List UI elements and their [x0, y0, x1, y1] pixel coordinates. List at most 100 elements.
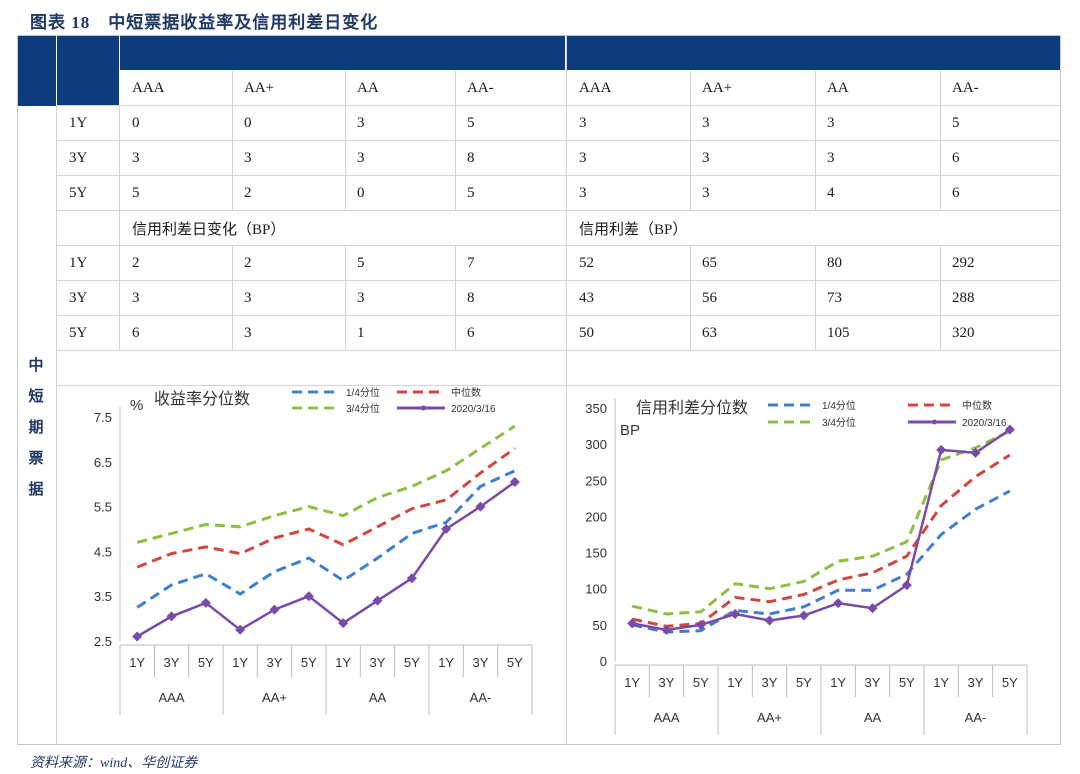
y-tick-label: 50 [593, 618, 607, 633]
legend-label: 2020/3/16 [451, 404, 496, 415]
series-line [136, 447, 516, 569]
table-cell: 3 [244, 325, 252, 341]
tenor-label: 3Y [69, 290, 88, 306]
y-tick-label: 150 [585, 546, 607, 561]
x-tick-label: 1Y [727, 675, 743, 690]
y-tick-label: 7.5 [94, 410, 112, 425]
table-cell: 5 [952, 115, 960, 131]
y-tick-label: 250 [585, 473, 607, 488]
x-group-label: AA- [965, 710, 987, 725]
x-tick-label: 1Y [624, 675, 640, 690]
tenor-label: 1Y [69, 255, 88, 271]
x-tick-label: 1Y [830, 675, 846, 690]
x-tick-label: 5Y [693, 675, 709, 690]
grade-header: AA+ [702, 80, 733, 96]
table-gridline [455, 106, 456, 211]
x-tick-label: 1Y [232, 655, 248, 670]
table-cell: 3 [132, 150, 140, 166]
table-cell: 56 [702, 290, 717, 306]
y-tick-label: 6.5 [94, 455, 112, 470]
table-cell: 3 [702, 150, 710, 166]
legend-label: 2020/3/16 [962, 418, 1007, 429]
table-gridline [232, 246, 233, 351]
x-tick-label: 3Y [267, 655, 283, 670]
table-gridline [57, 350, 1060, 351]
table-cell: 105 [827, 325, 850, 341]
header-blue-right-group [567, 36, 1060, 70]
table-gridline [232, 106, 233, 211]
table-cell: 3 [579, 150, 587, 166]
x-tick-label: 5Y [507, 655, 523, 670]
table-cell: 288 [952, 290, 975, 306]
table-cell: 3 [827, 115, 835, 131]
table-gridline [57, 105, 1060, 106]
x-tick-label: 1Y [438, 655, 454, 670]
table-cell: 3 [132, 290, 140, 306]
table-cell: 3 [244, 290, 252, 306]
series-line [631, 428, 1011, 632]
data-point-marker [338, 618, 349, 629]
table-gridline [690, 246, 691, 351]
data-point-marker [627, 618, 638, 629]
data-point-marker [661, 624, 672, 635]
table-gridline [815, 246, 816, 351]
table-cell: 5 [467, 115, 475, 131]
y-tick-label: 200 [585, 509, 607, 524]
data-point-marker [132, 631, 143, 642]
data-point-marker [269, 604, 280, 615]
grade-header: AA- [952, 80, 979, 96]
x-tick-label: 3Y [659, 675, 675, 690]
x-tick-label: 3Y [968, 675, 984, 690]
data-point-marker [901, 580, 912, 591]
table-gridline [690, 106, 691, 211]
table-gridline [940, 71, 941, 106]
y-tick-label: 350 [585, 401, 607, 416]
section-title-spread-change: 信用利差日变化（BP） [132, 222, 286, 238]
table-cell: 5 [357, 255, 365, 271]
x-tick-label: 5Y [404, 655, 420, 670]
y-tick-label: 3.5 [94, 589, 112, 604]
y-tick-label: 100 [585, 582, 607, 597]
x-tick-label: 5Y [301, 655, 317, 670]
y-tick-label: 300 [585, 437, 607, 452]
table-cell: 0 [244, 115, 252, 131]
x-tick-label: 3Y [370, 655, 386, 670]
series-line [631, 489, 1011, 634]
source-note: 资料来源：wind、华创证券 [30, 756, 198, 771]
legend-label: 中位数 [962, 399, 992, 412]
table-cell: 3 [357, 290, 365, 306]
legend-marker [931, 419, 937, 425]
data-point-marker [730, 609, 741, 620]
header-blue-left-column [18, 36, 56, 106]
table-cell: 2 [132, 255, 140, 271]
x-group-label: AA+ [262, 690, 287, 705]
table-cell: 50 [579, 325, 594, 341]
data-point-marker [970, 447, 981, 458]
x-tick-label: 3Y [164, 655, 180, 670]
side-label-char: 期 [28, 418, 44, 436]
spread-percentile-chart: 350 300 250 200 150 100 50 0 1Y 3Y 5Y 1Y 3Y 5Y 1Y 3Y 5Y 1… [585, 398, 1028, 735]
table-gridline [57, 280, 1060, 281]
table-cell: 52 [579, 255, 594, 271]
table-cell: 3 [579, 115, 587, 131]
header-blue-left-group [120, 36, 565, 70]
table-cell: 43 [579, 290, 594, 306]
grade-header: AA [827, 80, 849, 96]
x-tick-label: 3Y [762, 675, 778, 690]
section-title-spread: 信用利差（BP） [579, 222, 688, 238]
table-cell: 292 [952, 255, 975, 271]
legend-label: 3/4分位 [346, 402, 380, 415]
x-tick-label: 5Y [899, 675, 915, 690]
table-gridline [57, 315, 1060, 316]
table-gridline [56, 106, 57, 744]
data-point-marker [475, 501, 486, 512]
table-cell: 3 [702, 185, 710, 201]
table-cell: 5 [467, 185, 475, 201]
series-line [136, 469, 516, 609]
table-gridline [57, 175, 1060, 176]
table-gridline [940, 106, 941, 211]
y-tick-label: 0 [600, 654, 607, 669]
x-tick-label: 5Y [1002, 675, 1018, 690]
table-cell: 8 [467, 290, 475, 306]
data-point-marker [406, 573, 417, 584]
